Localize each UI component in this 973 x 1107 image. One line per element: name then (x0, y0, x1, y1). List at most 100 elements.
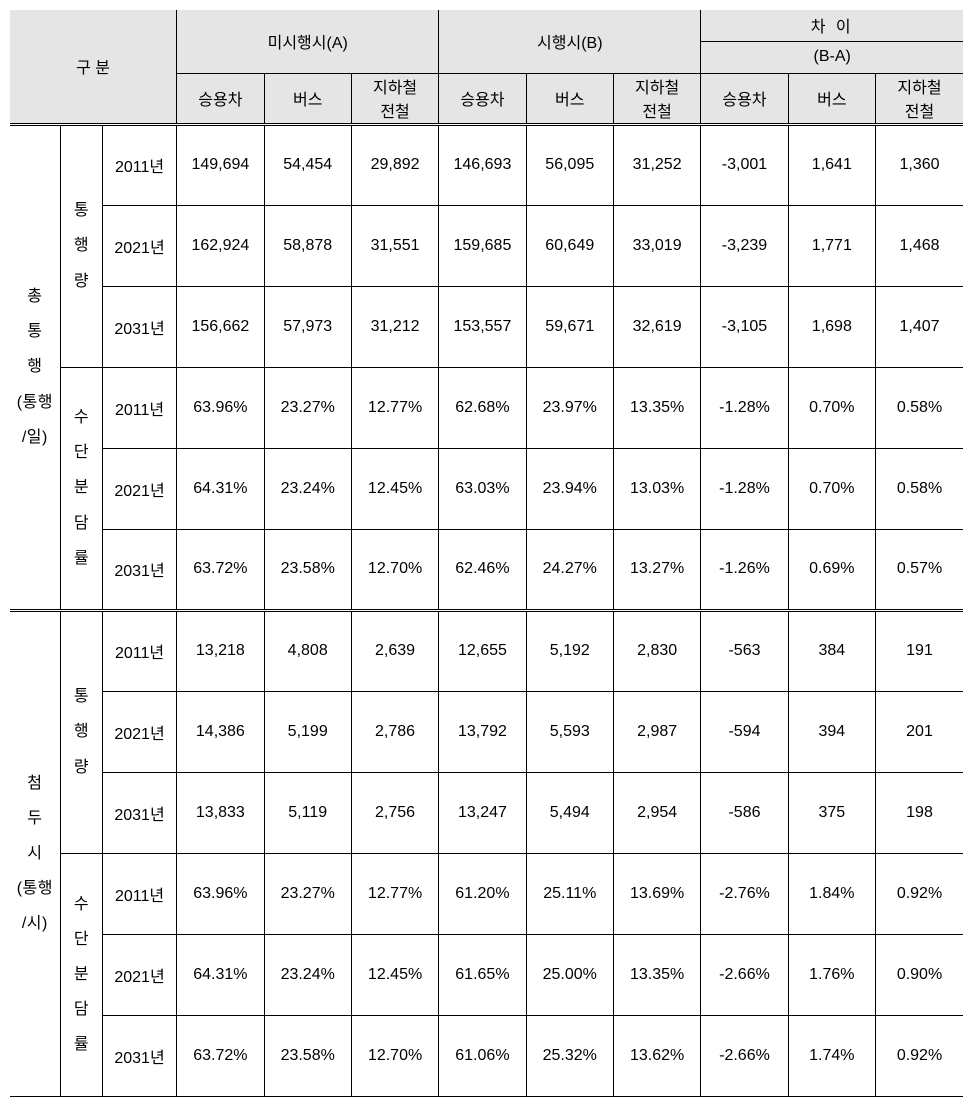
data-cell: 58,878 (264, 205, 351, 286)
data-cell: 1.76% (788, 934, 875, 1015)
data-cell: 60,649 (526, 205, 613, 286)
data-cell: 0.92% (876, 853, 964, 934)
data-cell: 25.11% (526, 853, 613, 934)
data-cell: 5,494 (526, 772, 613, 853)
data-cell: 13,218 (177, 610, 264, 691)
data-cell: 198 (876, 772, 964, 853)
data-cell: 149,694 (177, 124, 264, 205)
data-cell: 0.70% (788, 448, 875, 529)
data-cell: 14,386 (177, 691, 264, 772)
year-cell: 2011년 (102, 367, 176, 448)
year-cell: 2031년 (102, 286, 176, 367)
data-cell: 13,833 (177, 772, 264, 853)
subsection-label: 수단분담률 (60, 853, 102, 1096)
table-row: 수단분담률2011년63.96%23.27%12.77%61.20%25.11%… (10, 853, 963, 934)
section-label: 첨두시(통행/시) (10, 610, 60, 1096)
table-row: 총통행(통행/일)통행량2011년149,69454,45429,892146,… (10, 124, 963, 205)
data-cell: 13.69% (613, 853, 700, 934)
table-row: 2031년63.72%23.58%12.70%62.46%24.27%13.27… (10, 529, 963, 610)
data-cell: 13.03% (613, 448, 700, 529)
data-cell: 59,671 (526, 286, 613, 367)
data-cell: 162,924 (177, 205, 264, 286)
header-group-a: 미시행시(A) (177, 10, 439, 73)
data-cell: 12.45% (351, 448, 438, 529)
data-cell: 4,808 (264, 610, 351, 691)
data-cell: 23.24% (264, 448, 351, 529)
data-cell: 5,119 (264, 772, 351, 853)
data-cell: 13.27% (613, 529, 700, 610)
table-body: 총통행(통행/일)통행량2011년149,69454,45429,892146,… (10, 124, 963, 1096)
data-cell: 61.20% (439, 853, 526, 934)
section-label: 총통행(통행/일) (10, 124, 60, 610)
data-cell: 0.69% (788, 529, 875, 610)
year-cell: 2031년 (102, 529, 176, 610)
data-cell: 384 (788, 610, 875, 691)
table-row: 수단분담률2011년63.96%23.27%12.77%62.68%23.97%… (10, 367, 963, 448)
data-cell: 23.97% (526, 367, 613, 448)
data-cell: 23.27% (264, 367, 351, 448)
subsection-label: 통행량 (60, 610, 102, 853)
data-cell: 0.70% (788, 367, 875, 448)
data-cell: 13.35% (613, 934, 700, 1015)
data-cell: -2.76% (701, 853, 788, 934)
data-cell: 63.72% (177, 529, 264, 610)
data-cell: 2,987 (613, 691, 700, 772)
data-cell: 12.70% (351, 529, 438, 610)
data-cell: 23.58% (264, 529, 351, 610)
data-cell: 54,454 (264, 124, 351, 205)
data-cell: -586 (701, 772, 788, 853)
data-cell: 1.84% (788, 853, 875, 934)
data-cell: 24.27% (526, 529, 613, 610)
data-cell: 191 (876, 610, 964, 691)
data-cell: 63.96% (177, 367, 264, 448)
header-col-b3: 지하철전철 (613, 73, 700, 124)
data-cell: 13,792 (439, 691, 526, 772)
data-cell: 394 (788, 691, 875, 772)
subsection-label: 수단분담률 (60, 367, 102, 610)
header-col-d2: 버스 (788, 73, 875, 124)
data-cell: 12.77% (351, 367, 438, 448)
header-col-d1: 승용차 (701, 73, 788, 124)
data-cell: 63.03% (439, 448, 526, 529)
data-cell: 1,468 (876, 205, 964, 286)
data-cell: 1,407 (876, 286, 964, 367)
header-col-a3: 지하철전철 (351, 73, 438, 124)
data-cell: 56,095 (526, 124, 613, 205)
data-cell: 5,199 (264, 691, 351, 772)
data-cell: -563 (701, 610, 788, 691)
data-cell: 0.57% (876, 529, 964, 610)
data-cell: 1,641 (788, 124, 875, 205)
data-cell: 201 (876, 691, 964, 772)
data-cell: 64.31% (177, 448, 264, 529)
data-cell: -594 (701, 691, 788, 772)
data-cell: 5,593 (526, 691, 613, 772)
data-cell: 61.06% (439, 1015, 526, 1096)
data-cell: 31,212 (351, 286, 438, 367)
table-row: 2021년14,3865,1992,78613,7925,5932,987-59… (10, 691, 963, 772)
data-cell: 32,619 (613, 286, 700, 367)
data-cell: 5,192 (526, 610, 613, 691)
data-cell: 31,551 (351, 205, 438, 286)
table-row: 2021년64.31%23.24%12.45%61.65%25.00%13.35… (10, 934, 963, 1015)
data-cell: 13.35% (613, 367, 700, 448)
data-cell: -1.28% (701, 367, 788, 448)
header-col-a2: 버스 (264, 73, 351, 124)
data-cell: 156,662 (177, 286, 264, 367)
data-cell: 64.31% (177, 934, 264, 1015)
year-cell: 2021년 (102, 934, 176, 1015)
data-cell: 23.58% (264, 1015, 351, 1096)
data-table: 구 분 미시행시(A) 시행시(B) 차 이 (B-A) 승용차 버스 지하철전… (10, 10, 963, 1097)
data-cell: 12.45% (351, 934, 438, 1015)
data-cell: -1.26% (701, 529, 788, 610)
data-cell: 1,360 (876, 124, 964, 205)
data-cell: -3,105 (701, 286, 788, 367)
header-col-a1: 승용차 (177, 73, 264, 124)
data-cell: 25.00% (526, 934, 613, 1015)
data-cell: 23.94% (526, 448, 613, 529)
data-cell: 1,698 (788, 286, 875, 367)
data-cell: -2.66% (701, 934, 788, 1015)
data-cell: 62.68% (439, 367, 526, 448)
data-cell: 2,786 (351, 691, 438, 772)
year-cell: 2021년 (102, 448, 176, 529)
data-cell: 0.92% (876, 1015, 964, 1096)
